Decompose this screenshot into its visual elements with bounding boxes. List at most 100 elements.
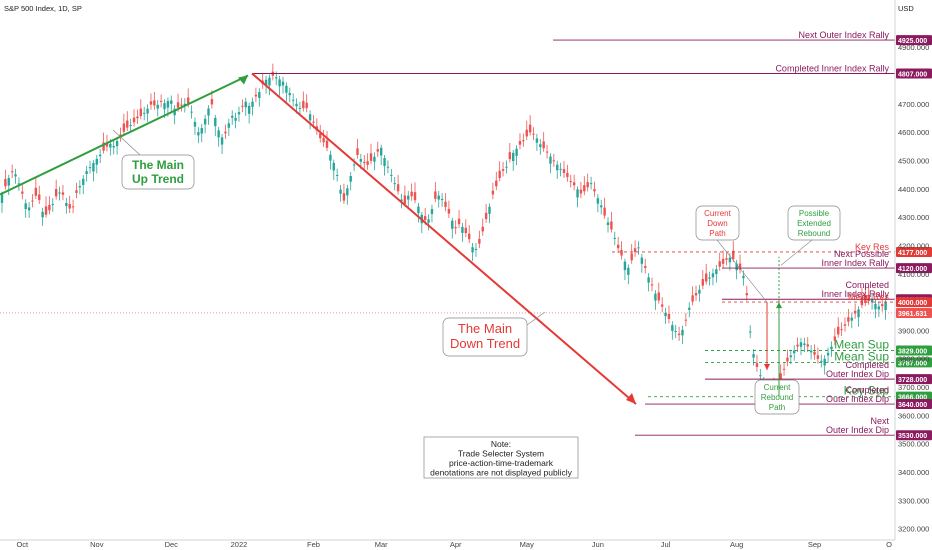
- level-label: Inner Index Rally: [821, 258, 889, 268]
- candle-body: [637, 247, 640, 249]
- up-trend-pointer: [112, 129, 141, 156]
- candle-body: [31, 200, 34, 202]
- candle-body: [156, 104, 159, 109]
- candle-body: [275, 77, 278, 79]
- candle-body: [694, 293, 698, 296]
- down-trend-pointer: [526, 311, 546, 326]
- candle-body: [664, 312, 667, 317]
- candle-body: [715, 269, 718, 275]
- level-price-tag-text: 3829.000: [898, 349, 927, 356]
- candle-body: [359, 159, 363, 162]
- level-price-tag-text: 3961.631: [898, 311, 927, 318]
- possible-rebound-callout-box: [787, 205, 841, 241]
- candle-body: [190, 111, 193, 113]
- candle-body: [691, 295, 694, 302]
- candle-body: [610, 221, 613, 230]
- candle-body: [244, 101, 247, 108]
- candle-body: [166, 101, 170, 108]
- candle-body: [21, 191, 24, 194]
- x-tick-label: Oct: [16, 540, 29, 549]
- level-label: Next Outer Index Rally: [798, 30, 889, 40]
- candle-body: [163, 103, 166, 110]
- candle-body: [508, 152, 512, 160]
- candle-body: [640, 257, 644, 264]
- level-price-tag: [896, 35, 932, 46]
- candle-body: [752, 354, 755, 358]
- candle-body: [484, 212, 488, 220]
- level-label: Key Res: [855, 242, 890, 252]
- current-rebound-callout-text: Current: [764, 383, 791, 392]
- candle-body: [698, 289, 701, 294]
- candle-body: [393, 183, 396, 185]
- level-price-tag: [896, 297, 932, 308]
- candle-body: [14, 174, 17, 177]
- candle-body: [34, 187, 38, 196]
- candle-body: [671, 325, 674, 331]
- candle-body: [870, 299, 874, 303]
- candle-body: [210, 99, 214, 105]
- candle-body: [684, 319, 688, 321]
- candle-body: [241, 105, 244, 107]
- candle-body: [180, 104, 183, 106]
- candle-body: [332, 162, 335, 171]
- x-tick-label: O: [886, 540, 892, 549]
- main-down-trend-line: [251, 72, 637, 405]
- candle-body: [454, 227, 457, 229]
- candle-body: [471, 247, 474, 253]
- candle-body: [258, 92, 261, 98]
- candle-body: [427, 219, 430, 223]
- price-levels: 4925.000 Next Outer Index Rally 4807.000 Co…: [0, 30, 932, 441]
- candle-body: [437, 195, 440, 200]
- note-text: Trade Selecter System: [458, 449, 544, 459]
- candle-body: [579, 189, 583, 194]
- currency-label: USD: [898, 4, 914, 13]
- candle-body: [176, 102, 180, 108]
- candle-body: [65, 203, 68, 207]
- level-price-tag-text: 4120.000: [898, 266, 927, 273]
- x-tick-label: May: [520, 540, 534, 549]
- note-text: denotations are not displayed publicly: [430, 468, 573, 478]
- y-tick-label: 4400.000: [898, 185, 929, 194]
- y-tick-label: 3300.000: [898, 496, 929, 505]
- x-tick-label: Jun: [592, 540, 604, 549]
- candle-body: [308, 114, 312, 121]
- level-price-tag-text: 4925.000: [898, 38, 927, 45]
- candle-body: [203, 118, 207, 125]
- candle-body: [295, 103, 298, 107]
- possible-rebound-callout-text: Rebound: [798, 229, 830, 238]
- candle-body: [139, 108, 143, 117]
- candle-body: [224, 131, 227, 134]
- down-trend-callout-box: [442, 317, 528, 357]
- candle-body: [809, 350, 813, 353]
- candle-body: [142, 112, 146, 114]
- candle-body: [41, 211, 44, 218]
- candle-body: [352, 164, 356, 166]
- candle-body: [850, 317, 853, 321]
- candle-body: [407, 195, 410, 200]
- candle-body: [339, 189, 342, 194]
- down-path-pointer: [716, 239, 768, 303]
- candle-body: [78, 186, 82, 188]
- candle-body: [596, 198, 600, 204]
- up-trend-callout-text: The Main: [132, 158, 184, 172]
- candle-body: [379, 147, 383, 156]
- level-label: Inner Index Rally: [821, 289, 889, 299]
- x-tick-label: Mar: [375, 540, 388, 549]
- candle-body: [27, 207, 31, 211]
- candle-body: [268, 77, 271, 86]
- candle-body: [349, 175, 352, 182]
- candle-body: [298, 107, 302, 109]
- y-tick-label: 3600.000: [898, 411, 929, 420]
- candle-body: [586, 182, 589, 188]
- candle-body: [434, 191, 437, 199]
- candle-body: [356, 148, 359, 155]
- candle-body: [220, 137, 224, 145]
- candle-body: [417, 206, 420, 214]
- main-up-trend-line: [0, 74, 249, 196]
- candle-body: [606, 222, 610, 226]
- candle-body: [48, 204, 51, 211]
- candle-body: [423, 216, 427, 221]
- candle-body: [539, 144, 542, 148]
